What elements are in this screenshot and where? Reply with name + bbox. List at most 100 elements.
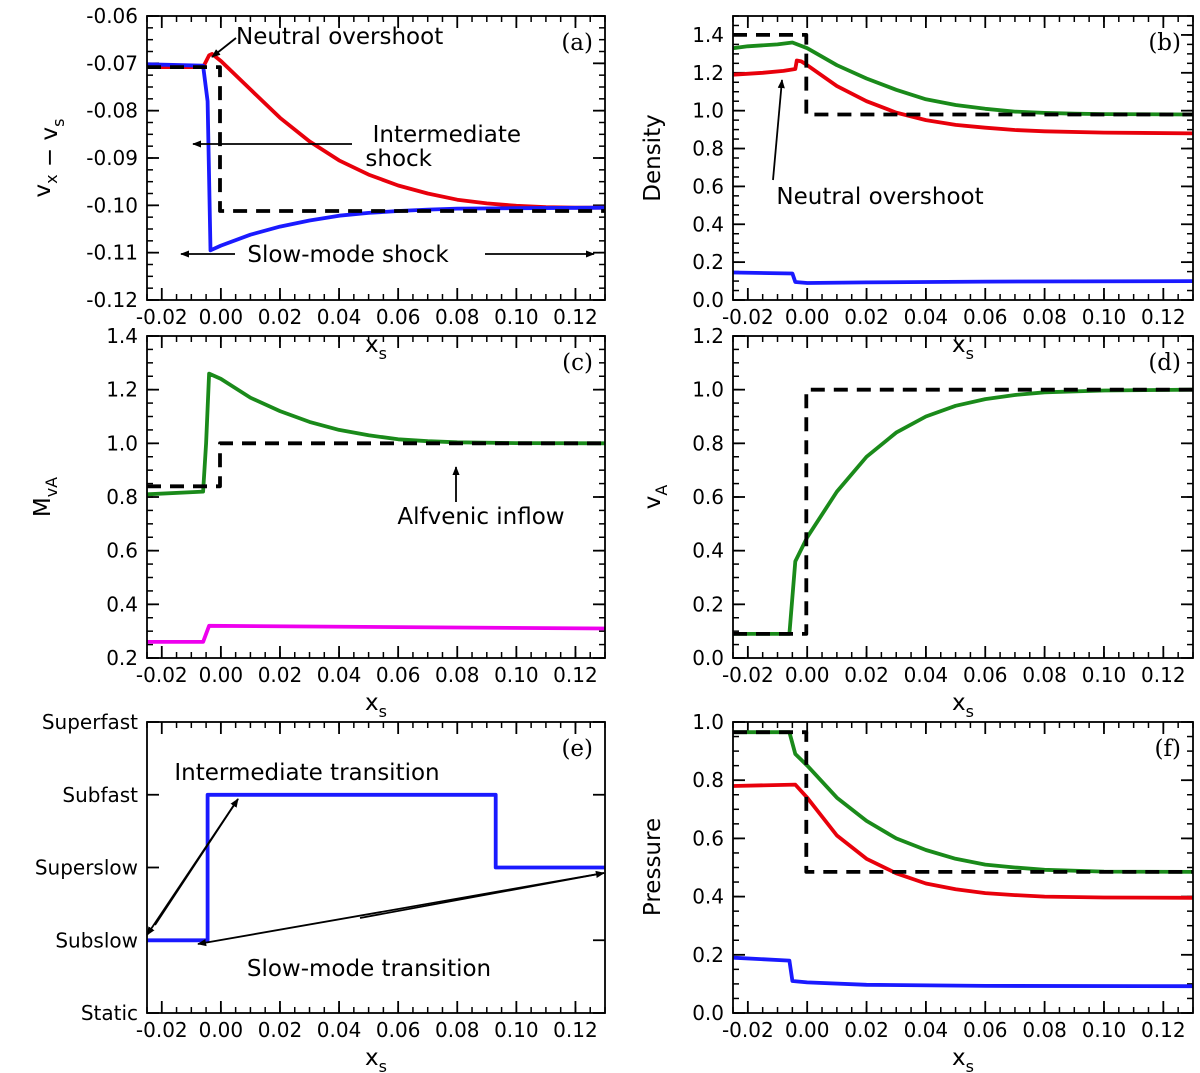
x-tick-label: 0.10 [1082,663,1127,687]
x-tick-label: 0.10 [494,663,539,687]
x-tick-label: 0.12 [1141,305,1186,329]
x-tick-label: 0.02 [258,1018,303,1042]
y-tick-label: Superslow [35,856,138,880]
x-axis-label: xs [952,1045,974,1073]
y-axis-label: Density [640,114,666,201]
y-tick-label: 0.2 [692,250,724,274]
y-tick-label: 0.2 [106,646,138,670]
x-tick-label: 0.00 [785,305,830,329]
y-tick-label: -0.12 [86,288,138,312]
x-tick-label: 0.06 [963,305,1008,329]
y-tick-label: 1.2 [106,378,138,402]
panel-label: (e) [561,736,593,762]
y-tick-label: Superfast [42,710,138,734]
x-tick-label: 0.00 [199,663,244,687]
y-tick-label: 0.6 [106,539,138,563]
y-tick-label: -0.08 [86,99,138,123]
annotation-text: Neutral overshoot [776,184,983,210]
series-line-0 [733,730,1193,874]
x-tick-label: 0.02 [844,1018,889,1042]
plot-frame [732,15,1194,301]
y-tick-label: Subfast [62,783,138,807]
annotation-arrow-double [197,872,605,947]
x-tick-label: 0.02 [258,305,303,329]
x-tick-label: 0.08 [1022,1018,1067,1042]
y-tick-label: 1.2 [692,61,724,85]
x-tick-label: 0.08 [435,1018,480,1042]
y-axis-label: vA [640,485,671,510]
x-tick-label: -0.02 [722,1018,774,1042]
x-tick-label: 0.12 [553,305,598,329]
series-line-0 [733,387,1193,636]
x-tick-label: 0.10 [1082,305,1127,329]
series-line-1 [147,623,605,644]
y-tick-label: 1.0 [106,431,138,455]
panel-f: -0.02 0.00 0.02 0.04 0.06 0.08 0.10 0.12 0.0 0.2 0… [692,710,1194,1073]
y-tick-label: 0.8 [692,137,724,161]
y-tick-label: Static [81,1001,138,1025]
y-tick-label: 0.0 [692,646,724,670]
x-tick-label: 0.04 [317,305,362,329]
annotation-text: Slow-mode shock [247,242,449,268]
x-tick-label: 0.08 [1022,305,1067,329]
x-tick-label: 0.02 [844,663,889,687]
series-line-1 [147,62,605,253]
y-tick-label: 0.8 [692,431,724,455]
y-tick-label: 0.4 [106,592,138,616]
y-axis-label: MvA [30,477,61,517]
y-tick-label: 0.4 [692,539,724,563]
x-tick-label: 0.08 [435,305,480,329]
annotation-arrow [211,37,237,58]
panel-c: -0.02 0.00 0.02 0.04 0.06 0.08 0.10 0.12 0.2 0.4 0… [106,324,606,721]
series-line-0 [147,371,605,497]
x-tick-label: 0.06 [963,1018,1008,1042]
x-tick-label: 0.04 [317,663,362,687]
plot-frame [732,335,1194,659]
series-line-1 [733,58,1193,136]
annotation-text: Slow-mode transition [247,956,491,982]
x-tick-label: 0.04 [904,305,949,329]
y-axis-label: Pressure [640,818,666,916]
series-line-2 [147,441,605,489]
x-tick-label: 0.00 [199,1018,244,1042]
x-tick-label: 0.12 [1141,1018,1186,1042]
x-tick-label: 0.10 [494,1018,539,1042]
plot-frame [146,721,606,1014]
x-axis-label: xs [365,1045,387,1073]
annotation-text: Intermediate [373,122,521,148]
x-tick-label: -0.02 [136,305,188,329]
series-line-0 [733,40,1193,117]
y-tick-label: -0.09 [86,146,138,170]
panel-label: (d) [1148,350,1181,376]
y-tick-label: 0.4 [692,885,724,909]
panel-e: -0.02 0.00 0.02 0.04 0.06 0.08 0.10 0.12 Static S… [35,710,606,1073]
panel-label: (f) [1155,736,1181,762]
x-tick-label: 0.06 [376,663,421,687]
x-axis-label: xs [952,690,974,721]
y-tick-label: 1.4 [692,23,724,47]
y-tick-label: Subslow [55,928,138,952]
x-tick-label: 0.04 [904,663,949,687]
x-tick-label: 0.04 [904,1018,949,1042]
series-line-1 [733,782,1193,900]
y-tick-label: 0.2 [692,943,724,967]
x-tick-label: 0.00 [785,663,830,687]
x-tick-label: 0.06 [376,305,421,329]
series-line-2 [147,65,605,213]
series-line-2 [733,955,1193,989]
plot-frame [732,721,1194,1014]
panel-a: -0.02 0.00 0.02 0.04 0.06 0.08 0.10 0.12 -0.12 -0… [86,4,606,363]
annotation-arrow [772,79,785,181]
annotation-text: Alfvenic inflow [397,504,564,530]
y-tick-label: 0.8 [106,485,138,509]
x-tick-label: 0.12 [1141,663,1186,687]
annotation-text: Intermediate transition [174,760,439,786]
x-axis-label: xs [365,690,387,721]
y-tick-label: 1.2 [692,324,724,348]
panel-label: (c) [562,350,593,376]
x-tick-label: 0.12 [553,1018,598,1042]
y-tick-label: 0.0 [692,1001,724,1025]
x-tick-label: 0.02 [844,305,889,329]
y-tick-label: 0.0 [692,288,724,312]
x-tick-label: 0.08 [435,663,480,687]
